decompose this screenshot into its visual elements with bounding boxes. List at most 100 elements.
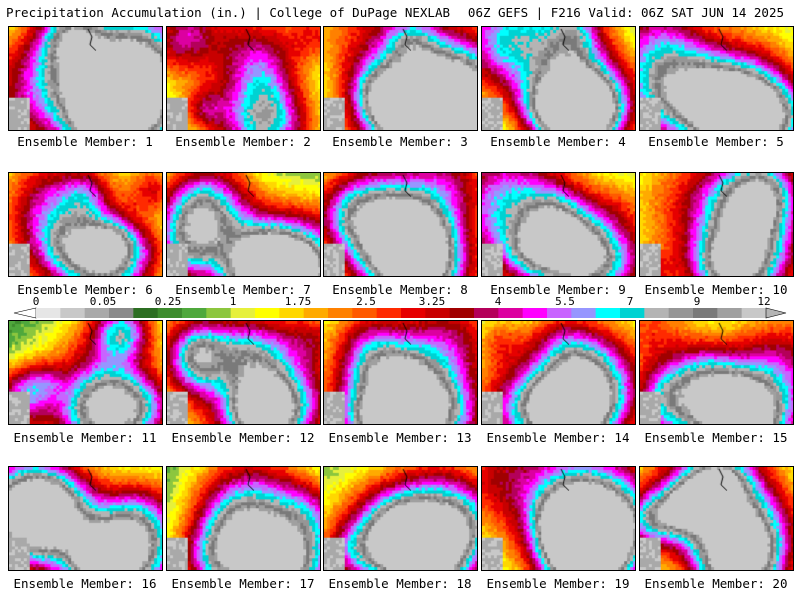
ensemble-member-panel-2 xyxy=(166,26,321,131)
precip-field-map xyxy=(9,173,162,276)
precip-field-map xyxy=(324,321,477,424)
ensemble-member-panel-18 xyxy=(323,466,478,571)
ensemble-member-label: Ensemble Member: 15 xyxy=(644,430,788,445)
legend-swatch xyxy=(303,308,329,318)
ensemble-member-panel-16 xyxy=(8,466,163,571)
ensemble-member-panel-20 xyxy=(639,466,794,571)
ensemble-member-panel-15 xyxy=(639,320,794,425)
legend-swatch xyxy=(376,308,402,318)
ensemble-member-label: Ensemble Member: 6 xyxy=(17,282,153,297)
precip-field-map xyxy=(482,321,635,424)
map-title: Precipitation Accumulation (in.) | Colle… xyxy=(6,5,451,20)
precip-field-map xyxy=(482,27,635,130)
ensemble-member-label: Ensemble Member: 17 xyxy=(171,576,315,591)
ensemble-member-panel-6 xyxy=(8,172,163,277)
ensemble-member-label: Ensemble Member: 2 xyxy=(175,134,311,149)
precip-field-map xyxy=(640,467,793,570)
precip-field-map xyxy=(640,173,793,276)
ensemble-member-label: Ensemble Member: 14 xyxy=(486,430,630,445)
legend-swatch xyxy=(84,308,110,318)
precip-field-map xyxy=(9,27,162,130)
precip-field-map xyxy=(167,467,320,570)
ensemble-member-label: Ensemble Member: 12 xyxy=(171,430,315,445)
precip-field-map xyxy=(482,467,635,570)
legend-swatch xyxy=(133,308,159,318)
legend-swatch xyxy=(717,308,743,318)
ensemble-member-panel-14 xyxy=(481,320,636,425)
legend-tick-label: 1.75 xyxy=(284,295,312,308)
legend-tick-label: 0.05 xyxy=(89,295,117,308)
legend-swatch xyxy=(668,308,694,318)
model-run-info: 06Z GEFS | F216 Valid: 06Z SAT JUN 14 20… xyxy=(467,5,784,20)
ensemble-member-label: Ensemble Member: 3 xyxy=(332,134,468,149)
ensemble-member-panel-5 xyxy=(639,26,794,131)
legend-tick-label: 3.25 xyxy=(418,295,446,308)
ensemble-member-panel-7 xyxy=(166,172,321,277)
legend-swatch xyxy=(206,308,232,318)
ensemble-member-panel-8 xyxy=(323,172,478,277)
legend-tick-label: 5.5 xyxy=(555,295,575,308)
ensemble-member-label: Ensemble Member: 11 xyxy=(13,430,157,445)
legend-arrow-right xyxy=(765,307,787,319)
legend-swatch xyxy=(571,308,597,318)
precip-field-map xyxy=(324,173,477,276)
ensemble-member-panel-12 xyxy=(166,320,321,425)
ensemble-member-label: Ensemble Member: 5 xyxy=(648,134,784,149)
legend-swatch xyxy=(157,308,183,318)
legend-tick-label: 9 xyxy=(693,295,701,308)
precip-field-map xyxy=(167,321,320,424)
ensemble-member-label: Ensemble Member: 1 xyxy=(17,134,153,149)
legend-swatch xyxy=(498,308,524,318)
ensemble-member-label: Ensemble Member: 7 xyxy=(175,282,311,297)
precip-field-map xyxy=(9,321,162,424)
legend-swatch xyxy=(36,308,61,318)
legend-swatch xyxy=(522,308,548,318)
legend-swatch xyxy=(425,308,451,318)
precip-field-map xyxy=(167,27,320,130)
legend-swatch xyxy=(230,308,256,318)
legend-swatch xyxy=(644,308,670,318)
precip-field-map xyxy=(640,321,793,424)
legend-swatch xyxy=(255,308,280,318)
precip-field-map xyxy=(324,27,477,130)
legend-swatch xyxy=(693,308,718,318)
legend-tick-label: 0 xyxy=(32,295,40,308)
ensemble-member-panel-17 xyxy=(166,466,321,571)
legend-swatch xyxy=(474,308,499,318)
legend-tick-label: 7 xyxy=(626,295,634,308)
legend-swatch xyxy=(60,308,86,318)
legend-swatch xyxy=(547,308,572,318)
color-legend: 0 0.05 0.25 1 1.75 2.5 3.25 4 5.5 7 9 12 xyxy=(0,295,800,321)
ensemble-member-panel-10 xyxy=(639,172,794,277)
ensemble-member-panel-13 xyxy=(323,320,478,425)
ensemble-member-panel-11 xyxy=(8,320,163,425)
legend-tick-label: 0.25 xyxy=(154,295,182,308)
legend-swatch xyxy=(620,308,645,318)
ensemble-member-label: Ensemble Member: 19 xyxy=(486,576,630,591)
precip-field-map xyxy=(482,173,635,276)
legend-swatch xyxy=(328,308,353,318)
precip-field-map xyxy=(167,173,320,276)
precip-field-map xyxy=(9,467,162,570)
legend-swatch xyxy=(182,308,207,318)
legend-swatch xyxy=(279,308,305,318)
legend-swatch xyxy=(741,308,767,318)
ensemble-member-label: Ensemble Member: 13 xyxy=(328,430,472,445)
ensemble-member-label: Ensemble Member: 9 xyxy=(490,282,626,297)
legend-colorbar xyxy=(13,307,787,319)
ensemble-member-label: Ensemble Member: 8 xyxy=(332,282,468,297)
ensemble-member-label: Ensemble Member: 10 xyxy=(644,282,788,297)
ensemble-member-label: Ensemble Member: 20 xyxy=(644,576,788,591)
legend-tick-label: 1 xyxy=(229,295,237,308)
legend-tick-label: 12 xyxy=(757,295,771,308)
legend-tick-label: 4 xyxy=(494,295,502,308)
legend-swatch xyxy=(595,308,621,318)
ensemble-member-label: Ensemble Member: 18 xyxy=(328,576,472,591)
legend-swatch xyxy=(352,308,378,318)
legend-swatch xyxy=(401,308,426,318)
ensemble-member-label: Ensemble Member: 4 xyxy=(490,134,626,149)
ensemble-member-panel-9 xyxy=(481,172,636,277)
legend-tick-label: 2.5 xyxy=(356,295,376,308)
ensemble-member-label: Ensemble Member: 16 xyxy=(13,576,157,591)
ensemble-member-panel-19 xyxy=(481,466,636,571)
